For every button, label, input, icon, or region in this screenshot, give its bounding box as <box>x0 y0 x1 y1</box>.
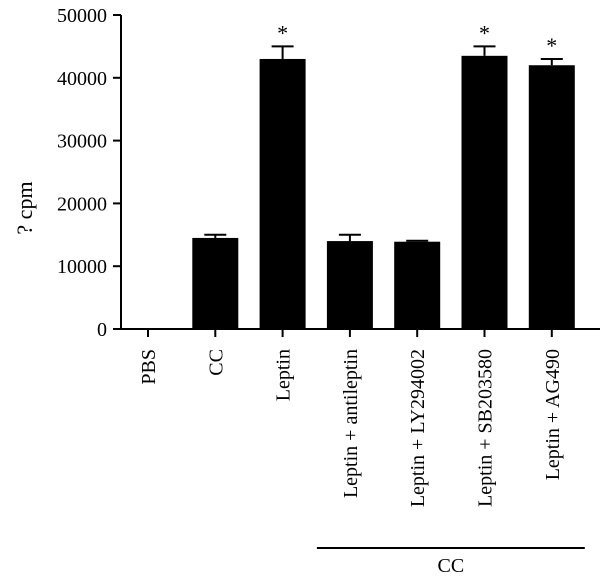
category-label: Leptin <box>273 349 295 401</box>
category-label: Leptin + AG490 <box>542 349 564 480</box>
bar-6 <box>461 55 508 329</box>
category-label: Leptin + LY294002 <box>407 349 429 507</box>
y-tick-label: 50000 <box>57 5 107 27</box>
axes: 0 10000 20000 30000 40000 50000 <box>57 5 600 549</box>
y-tick-label: 10000 <box>57 256 107 278</box>
labels: PBS CC * Leptin Leptin + antileptin Leptin + … <box>138 20 564 577</box>
significance-marker: * <box>277 20 288 45</box>
category-label: CC <box>205 349 227 376</box>
y-tick-label: 20000 <box>57 193 107 215</box>
bars <box>192 45 575 330</box>
bar-3 <box>259 58 306 330</box>
y-tick-label: 30000 <box>57 131 107 153</box>
bar-4 <box>326 241 373 329</box>
group-label: CC <box>438 555 465 577</box>
significance-marker: * <box>479 20 490 45</box>
y-tick-label: 40000 <box>57 68 107 90</box>
y-tick-label: 0 <box>97 319 107 341</box>
bar-5 <box>394 241 441 329</box>
category-label: PBS <box>138 349 160 385</box>
significance-marker: * <box>546 33 557 58</box>
bar-7 <box>528 65 575 330</box>
category-label: Leptin + SB203580 <box>475 349 497 507</box>
y-axis-label: ? cpm <box>12 181 37 234</box>
bar-2 <box>192 237 239 329</box>
category-label: Leptin + antileptin <box>340 349 362 498</box>
